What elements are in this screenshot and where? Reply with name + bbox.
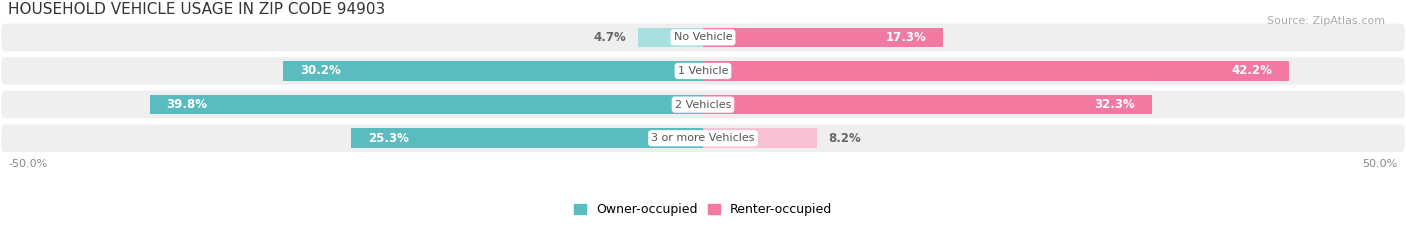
Text: 32.3%: 32.3% — [1094, 98, 1135, 111]
Text: HOUSEHOLD VEHICLE USAGE IN ZIP CODE 94903: HOUSEHOLD VEHICLE USAGE IN ZIP CODE 9490… — [8, 2, 385, 17]
Text: 1 Vehicle: 1 Vehicle — [678, 66, 728, 76]
Bar — [352, 128, 703, 148]
Text: 42.2%: 42.2% — [1232, 65, 1272, 78]
Bar — [703, 128, 817, 148]
Bar — [150, 95, 703, 114]
Text: 39.8%: 39.8% — [167, 98, 208, 111]
Text: 4.7%: 4.7% — [593, 31, 627, 44]
Bar — [703, 27, 943, 47]
Text: -50.0%: -50.0% — [8, 159, 48, 169]
Text: 25.3%: 25.3% — [368, 132, 409, 145]
FancyBboxPatch shape — [1, 57, 1405, 85]
Text: 8.2%: 8.2% — [828, 132, 860, 145]
Bar — [703, 61, 1289, 81]
FancyBboxPatch shape — [1, 91, 1405, 118]
Legend: Owner-occupied, Renter-occupied: Owner-occupied, Renter-occupied — [574, 203, 832, 216]
FancyBboxPatch shape — [1, 24, 1405, 51]
Text: Source: ZipAtlas.com: Source: ZipAtlas.com — [1267, 16, 1385, 26]
Text: 2 Vehicles: 2 Vehicles — [675, 100, 731, 110]
Text: 3 or more Vehicles: 3 or more Vehicles — [651, 133, 755, 143]
Text: 17.3%: 17.3% — [886, 31, 927, 44]
Bar — [284, 61, 703, 81]
Text: 30.2%: 30.2% — [299, 65, 340, 78]
Bar — [703, 95, 1152, 114]
Text: 50.0%: 50.0% — [1362, 159, 1398, 169]
Text: No Vehicle: No Vehicle — [673, 32, 733, 42]
Bar — [638, 27, 703, 47]
FancyBboxPatch shape — [1, 124, 1405, 152]
